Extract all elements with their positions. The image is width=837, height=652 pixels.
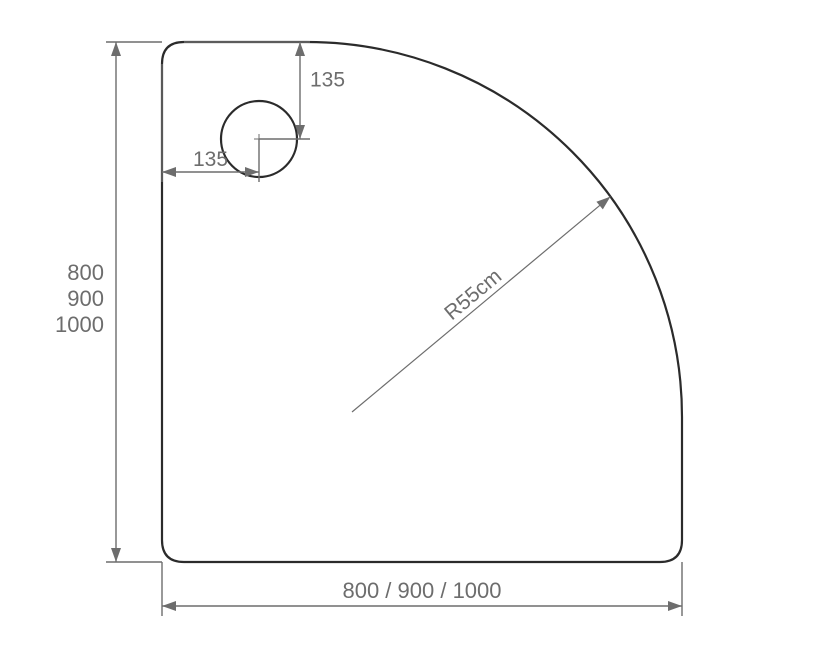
arrow-head [668, 601, 682, 611]
tray-shape [162, 42, 682, 562]
arrow-head [596, 197, 610, 210]
radius-label: R55cm [440, 265, 506, 325]
arrow-head [162, 601, 176, 611]
height-label: 800 [67, 260, 104, 285]
tray-outline [162, 42, 682, 562]
arrow-head [162, 167, 176, 177]
radius-line [352, 197, 610, 412]
width-label: 800 / 900 / 1000 [342, 578, 501, 603]
arrow-head [111, 548, 121, 562]
dimensions: 8009001000 800 / 900 / 1000 135 135 [55, 42, 682, 616]
arrow-head [111, 42, 121, 56]
height-label: 900 [67, 286, 104, 311]
height-label: 1000 [55, 312, 104, 337]
drain-x-label: 135 [193, 148, 228, 171]
radius-callout: R55cm [352, 197, 610, 412]
drain-y-label: 135 [310, 69, 345, 92]
arrow-head [295, 42, 305, 56]
